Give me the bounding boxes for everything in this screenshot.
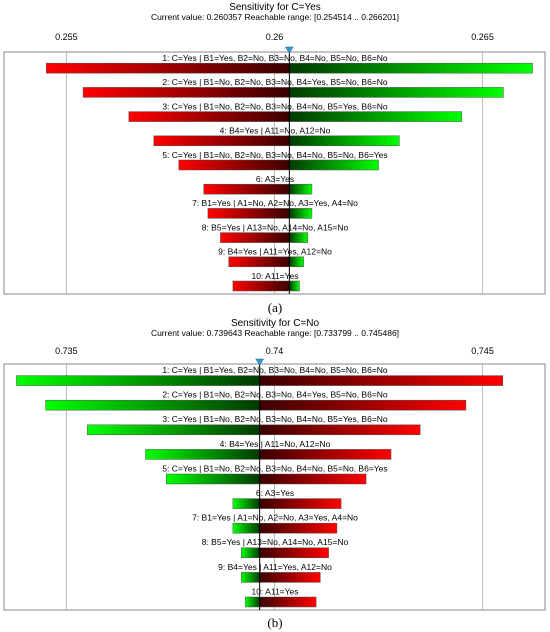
bar-label: 2: C=Yes | B1=No, B2=No, B3=No, B4=Yes, …	[162, 77, 388, 87]
bar-label: 9: B4=Yes | A11=Yes, A12=No	[218, 247, 332, 257]
bar-high-segment	[289, 135, 400, 147]
bar-low-segment	[145, 449, 260, 460]
bar-high-segment	[289, 62, 533, 74]
bar-high-segment	[289, 159, 379, 171]
x-tick-label: 0.255	[55, 32, 78, 42]
bar-high-segment	[259, 449, 392, 460]
bar-low-segment	[45, 62, 290, 74]
bar-high-segment	[259, 498, 342, 509]
bar-low-segment	[82, 87, 290, 98]
bar-high-segment	[259, 572, 321, 583]
bar-label: 3: C=Yes | B1=No, B2=No, B3=No, B4=No, B…	[162, 414, 388, 424]
bar-label: 1: C=Yes | B1=Yes, B2=No, B3=No, B4=No, …	[162, 53, 388, 63]
bar-label: 1: C=Yes | B1=Yes, B2=No, B3=No, B4=No, …	[162, 365, 388, 375]
bar-low-segment	[86, 424, 260, 436]
sensitivity-chart-b: Sensitivity for C=No Current value: 0.739…	[0, 318, 550, 632]
chart-subtitle: Current value: 0.739643 Reachable range:…	[151, 328, 399, 338]
bar-label: 5: C=Yes | B1=No, B2=No, B3=No, B4=No, B…	[162, 150, 387, 160]
bar-low-segment	[245, 596, 260, 608]
bar-low-segment	[232, 522, 260, 534]
bar-low-segment	[240, 572, 260, 583]
bar-label: 9: B4=Yes | A11=Yes, A12=No	[218, 562, 332, 572]
x-tick-label: 0.265	[471, 32, 494, 42]
chart-title: Sensitivity for C=No	[231, 318, 320, 329]
bar-low-segment	[228, 256, 290, 268]
bar-low-segment	[166, 473, 260, 485]
bar-low-segment	[232, 498, 260, 509]
bar-label: 6: A3=Yes	[256, 174, 294, 184]
bar-high-segment	[289, 183, 313, 195]
bar-label: 7: B1=Yes | A1=No, A2=No, A3=Yes, A4=No	[192, 513, 358, 523]
bar-label: 8: B5=Yes | A13=No, A14=No, A15=No	[202, 222, 349, 232]
bar-label: 10: A11=Yes	[251, 271, 298, 281]
bar-low-segment	[220, 232, 290, 243]
bar-label: 2: C=Yes | B1=No, B2=No, B3=No, B4=Yes, …	[162, 390, 388, 400]
bar-low-segment	[240, 547, 260, 559]
current-value-marker	[255, 358, 265, 366]
chart-title: Sensitivity for C=Yes	[229, 2, 321, 13]
sensitivity-chart-a: Sensitivity for C=Yes Current value: 0.26…	[3, 2, 546, 315]
bar-high-segment	[289, 208, 313, 219]
bar-low-segment	[203, 183, 290, 195]
bar-high-segment	[289, 111, 463, 122]
bar-high-segment	[259, 424, 421, 436]
chart-subtitle: Current value: 0.260357 Reachable range:…	[151, 12, 399, 22]
bar-high-segment	[259, 522, 338, 534]
bar-high-segment	[259, 596, 317, 608]
bar-low-segment	[153, 135, 290, 147]
bar-high-segment	[289, 280, 300, 292]
x-tick-label: 0.735	[55, 346, 78, 356]
bar-high-segment	[259, 473, 367, 485]
bar-high-segment	[259, 399, 467, 411]
bar-label: 3: C=Yes | B1=No, B2=No, B3=No, B4=No, B…	[162, 101, 388, 111]
figure-caption: (a)	[268, 300, 282, 315]
bar-high-segment	[289, 256, 304, 268]
bar-label: 4: B4=Yes | A11=No, A12=No	[220, 439, 331, 449]
bar-low-segment	[232, 280, 290, 292]
bar-low-segment	[128, 111, 290, 122]
bar-low-segment	[16, 375, 260, 386]
figure-caption: (b)	[267, 615, 282, 630]
bar-low-segment	[178, 159, 290, 171]
current-value-marker	[284, 46, 294, 54]
bar-label: 5: C=Yes | B1=No, B2=No, B3=No, B4=No, B…	[162, 463, 387, 473]
bar-label: 6: A3=Yes	[256, 488, 294, 498]
bar-label: 4: B4=Yes | A11=No, A12=No	[220, 126, 331, 136]
bar-high-segment	[259, 547, 329, 559]
bar-low-segment	[45, 399, 260, 411]
bar-high-segment	[289, 232, 309, 243]
bar-label: 8: B5=Yes | A13=No, A14=No, A15=No	[202, 537, 349, 547]
x-tick-label: 0.745	[471, 346, 494, 356]
bar-low-segment	[207, 208, 290, 219]
bar-high-segment	[259, 375, 504, 386]
bar-high-segment	[289, 87, 504, 98]
x-tick-label: 0.74	[266, 346, 284, 356]
x-tick-label: 0.26	[266, 32, 284, 42]
bar-label: 7: B1=Yes | A1=No, A2=No, A3=Yes, A4=No	[192, 198, 358, 208]
bar-label: 10: A11=Yes	[251, 586, 298, 596]
